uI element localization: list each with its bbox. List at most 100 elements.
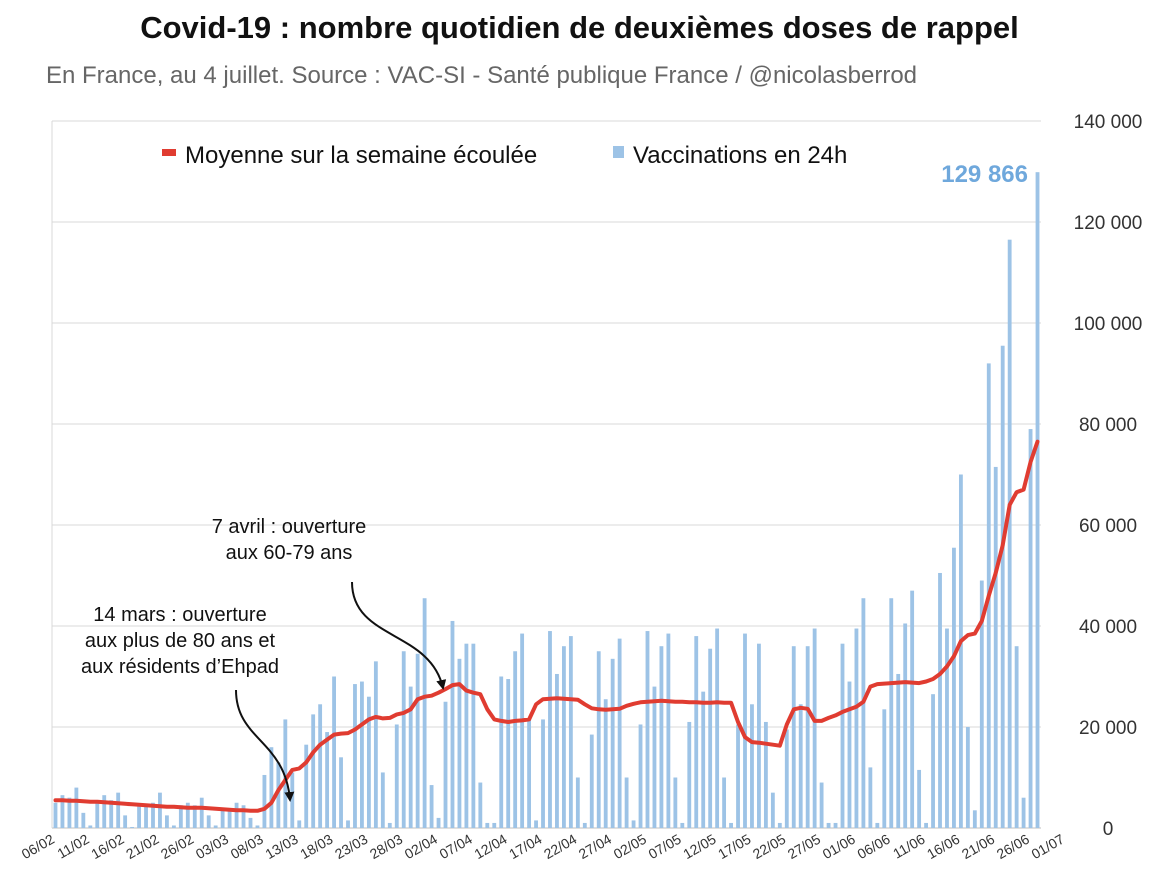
bar [130, 826, 135, 828]
bar [373, 661, 378, 828]
average-point [736, 720, 740, 724]
bar [701, 691, 706, 828]
average-line [53, 439, 1040, 813]
average-point [862, 700, 865, 703]
average-point [841, 710, 844, 714]
y-tick-label: 80 000 [1079, 415, 1137, 436]
bar [596, 651, 601, 828]
bar [241, 805, 246, 828]
average-point [785, 723, 788, 726]
annotation-7-avril-arrow [351, 581, 447, 690]
average-point [165, 805, 169, 808]
bar [520, 633, 525, 828]
average-point [959, 639, 963, 643]
bar [478, 782, 483, 828]
average-point [311, 751, 315, 754]
average-point [298, 767, 301, 770]
annotation-7-avril-line-2: aux 60-79 ans [226, 542, 353, 564]
average-point [75, 799, 78, 802]
bar [1028, 429, 1033, 828]
average-point [869, 685, 872, 688]
x-tick-label: 12/04 [471, 831, 510, 862]
average-point [500, 719, 503, 723]
bar [485, 822, 490, 828]
average-point [604, 708, 607, 712]
average-point [374, 715, 378, 719]
average-point [618, 707, 621, 711]
x-tick-label: 23/03 [332, 831, 371, 862]
bar [541, 719, 545, 828]
bar [652, 686, 657, 828]
average-point [667, 700, 670, 703]
bar [199, 797, 204, 828]
y-tick-label: 40 000 [1079, 617, 1137, 638]
x-axis-ticks: 06/0211/0216/0221/0226/0203/0308/0313/03… [19, 831, 1067, 862]
x-tick-label: 18/03 [297, 831, 336, 862]
bar [227, 810, 232, 828]
average-point [987, 594, 990, 597]
bar [582, 822, 587, 828]
bar [979, 580, 984, 828]
chart-title: Covid-19 : nombre quotidien de deuxièmes… [140, 10, 1019, 45]
bar [617, 638, 622, 828]
legend-line-label: Moyenne sur la semaine écoulée [185, 142, 537, 169]
bar [965, 727, 970, 828]
bar [116, 792, 121, 828]
average-point [423, 695, 426, 698]
average-point [750, 740, 754, 744]
average-point [674, 700, 677, 703]
bar [457, 658, 462, 828]
average-point [465, 689, 468, 692]
average-point [96, 800, 99, 803]
average-point [193, 806, 196, 809]
legend: Moyenne sur la semaine écoulée Vaccinati… [162, 142, 847, 169]
x-tick-label: 03/03 [193, 831, 232, 862]
bar [589, 734, 594, 828]
bar [297, 820, 302, 828]
bar [339, 757, 343, 828]
bar [1035, 172, 1040, 828]
average-point [228, 808, 231, 812]
bar [534, 820, 538, 828]
bar [527, 719, 532, 828]
average-point [590, 707, 593, 710]
bar [610, 658, 615, 828]
average-point [68, 799, 71, 802]
average-point [444, 687, 447, 691]
average-point [151, 804, 155, 807]
average-point [597, 708, 600, 711]
bar [269, 747, 274, 828]
average-point [945, 665, 949, 668]
bar [791, 646, 796, 828]
bar [770, 792, 775, 828]
bar [763, 721, 768, 828]
bar [123, 815, 128, 828]
bar [875, 822, 880, 828]
bar [67, 797, 72, 828]
bar [332, 676, 336, 828]
y-tick-label: 140 000 [1074, 112, 1143, 133]
bar [255, 825, 260, 828]
bar [917, 769, 922, 828]
average-point [270, 801, 273, 804]
bar [318, 704, 323, 828]
average-point [890, 681, 893, 685]
bar [422, 598, 427, 828]
x-tick-label: 11/02 [54, 831, 92, 862]
average-point [548, 697, 552, 700]
x-tick-label: 16/02 [88, 831, 127, 862]
average-point [688, 701, 691, 704]
average-point [179, 806, 183, 809]
bar [192, 805, 197, 828]
bar [743, 633, 747, 828]
average-point [479, 692, 482, 696]
average-point [820, 719, 823, 723]
average-point [1015, 490, 1018, 494]
average-point [1001, 544, 1004, 547]
average-point [437, 691, 440, 694]
x-tick-label: 27/05 [785, 831, 824, 862]
average-point [402, 711, 405, 715]
bar [847, 681, 852, 828]
average-point [158, 805, 162, 808]
